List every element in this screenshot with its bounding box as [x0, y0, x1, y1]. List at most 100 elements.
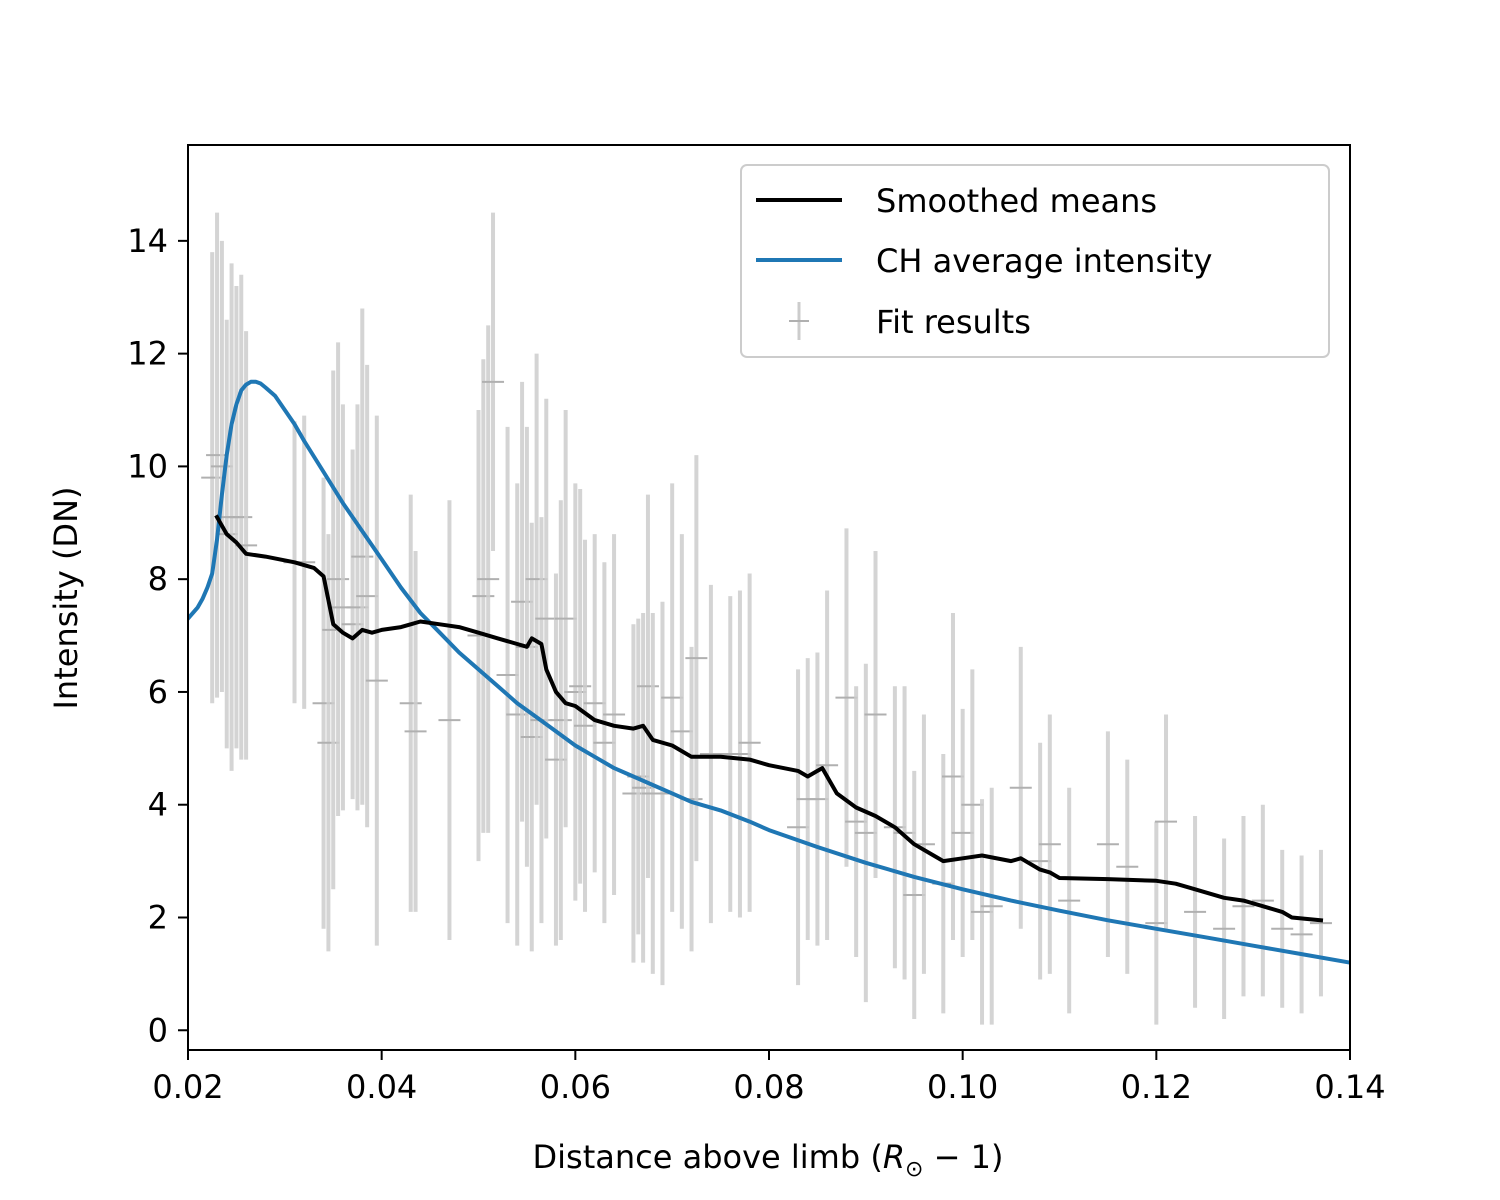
- fit-result-point: [593, 562, 616, 924]
- fit-result-point: [346, 404, 369, 811]
- fit-result-point: [971, 799, 994, 1025]
- fit-result-point: [341, 449, 364, 800]
- fit-result-point: [864, 550, 887, 879]
- fit-result-point: [206, 212, 229, 698]
- x-axis-label-subscript: ⊙: [905, 1157, 923, 1182]
- y-tick-label: 6: [148, 673, 168, 711]
- fit-result-point: [564, 483, 587, 901]
- fit-result-point: [1290, 855, 1313, 1014]
- fit-result-point: [506, 483, 529, 946]
- legend: Smoothed means CH average intensity Fit …: [740, 164, 1330, 358]
- fit-result-point: [569, 488, 592, 884]
- fit-result-point: [1309, 849, 1332, 997]
- fit-result-point: [549, 500, 572, 941]
- fit-result-point: [1155, 714, 1178, 929]
- legend-box: [740, 164, 1330, 358]
- x-axis-label-tail: − 1): [923, 1138, 1003, 1176]
- fit-result-point: [544, 573, 567, 946]
- fit-result-point: [835, 528, 858, 867]
- x-tick-label: 0.12: [1121, 1068, 1192, 1106]
- fit-result-point: [806, 652, 829, 946]
- fit-result-point: [1116, 759, 1139, 974]
- fit-result-point: [327, 342, 350, 816]
- fit-result-point: [554, 410, 577, 828]
- fit-result-point: [728, 590, 751, 918]
- y-tick-label: 8: [148, 560, 168, 598]
- fit-result-point: [511, 381, 534, 822]
- fit-result-point: [1184, 815, 1207, 1008]
- y-axis-label: Intensity (DN): [47, 487, 85, 710]
- fit-result-point: [1058, 787, 1081, 1014]
- fit-result-point: [482, 212, 505, 551]
- x-tick-label: 0.14: [1314, 1068, 1385, 1106]
- fit-result-point: [1251, 804, 1274, 997]
- fit-result-point: [1009, 646, 1032, 929]
- fit-result-point: [525, 353, 548, 805]
- smoothed-means-line: [214, 514, 1324, 923]
- fit-result-point: [1232, 815, 1255, 997]
- fit-result-point: [535, 398, 558, 839]
- series-lines: [188, 379, 1350, 965]
- fit-result-point: [574, 539, 597, 912]
- x-tick-label: 0.10: [927, 1068, 998, 1106]
- fit-result-point: [1145, 821, 1168, 1025]
- fit-result-point: [312, 477, 335, 929]
- fit-result-point: [670, 534, 693, 929]
- y-tick-label: 12: [127, 335, 168, 373]
- legend-label-smoothed-means: Smoothed means: [876, 182, 1157, 220]
- fit-result-point: [961, 669, 984, 941]
- axes: 0.02 0.04 0.06 0.08 0.10 0.12 0.14 0 2 4 6 8 10 12 14: [127, 144, 1386, 1106]
- fit-result-point: [1029, 742, 1052, 980]
- fit-result-point: [854, 663, 877, 1003]
- fit-result-point: [438, 500, 461, 941]
- fit-result-point: [210, 240, 233, 692]
- fit-result-point: [603, 534, 626, 895]
- fit-result-point: [477, 325, 500, 833]
- x-axis-label: Distance above limb (R⊙ − 1): [533, 1138, 1004, 1182]
- fit-result-point: [685, 455, 708, 862]
- fit-result-point: [636, 494, 659, 879]
- fit-result-point: [893, 686, 916, 980]
- fit-result-point: [951, 708, 974, 957]
- fit-result-point: [1038, 714, 1061, 974]
- fit-result-point: [787, 669, 810, 986]
- fit-result-point: [738, 573, 761, 912]
- fit-result-point: [699, 584, 722, 924]
- y-tick-label: 4: [148, 786, 168, 824]
- y-tick-label: 2: [148, 898, 168, 936]
- fit-result-point: [230, 274, 253, 760]
- fit-result-point: [351, 308, 374, 805]
- ch-average-intensity-line: [188, 379, 1350, 965]
- y-tick-label: 10: [127, 447, 168, 485]
- fit-result-point: [201, 252, 224, 704]
- fit-result-point: [496, 426, 519, 924]
- x-tick-label: 0.04: [346, 1068, 417, 1106]
- x-tick-label: 0.02: [152, 1068, 223, 1106]
- fit-result-point: [845, 686, 868, 957]
- fit-result-point: [1213, 838, 1236, 1019]
- legend-swatch-fit-results: [789, 302, 809, 340]
- fit-result-point: [1271, 849, 1294, 1008]
- y-tick-label: 0: [148, 1011, 168, 1049]
- x-axis-label-main: Distance above limb (: [533, 1138, 883, 1176]
- fit-result-point: [583, 534, 606, 873]
- fit-result-point: [980, 787, 1003, 1025]
- x-tick-label: 0.06: [540, 1068, 611, 1106]
- fit-result-point: [356, 364, 379, 828]
- legend-label-ch-average-intensity: CH average intensity: [876, 242, 1212, 280]
- fit-result-point: [404, 550, 427, 912]
- y-tick-label: 14: [127, 222, 168, 260]
- fit-result-point: [399, 494, 422, 912]
- legend-label-fit-results: Fit results: [876, 303, 1031, 341]
- fit-result-point: [903, 770, 926, 1019]
- fit-result-point: [472, 359, 495, 833]
- x-axis-label-variable: R: [883, 1138, 905, 1176]
- x-tick-label: 0.08: [733, 1068, 804, 1106]
- fit-result-point: [365, 415, 388, 946]
- fit-result-point: [661, 483, 684, 912]
- fit-result-point: [632, 613, 655, 963]
- fit-result-point: [520, 522, 543, 952]
- fit-result-point: [816, 590, 839, 941]
- fit-result-point: [622, 624, 645, 963]
